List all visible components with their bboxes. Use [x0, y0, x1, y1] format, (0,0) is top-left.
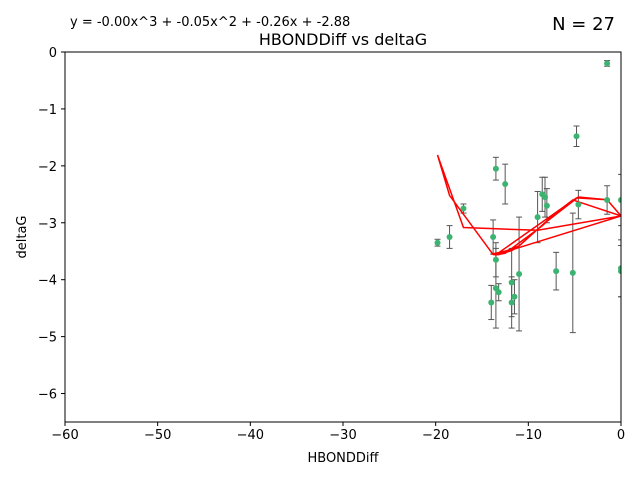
data-point [508, 279, 515, 286]
x-tick-label: −30 [329, 428, 356, 443]
x-tick-label: −60 [51, 428, 78, 443]
y-tick-label: −2 [38, 160, 57, 175]
data-point [460, 205, 467, 212]
axis-ticks: −60 −50 −40 −30 −20 −10 0 0 −1 −2 −3 −4 −5 −6 [38, 46, 625, 443]
data-point [490, 234, 497, 240]
plot-area [434, 60, 621, 334]
y-tick-label: −1 [38, 103, 57, 118]
y-tick-label: −6 [38, 388, 57, 403]
sample-count-label: N = 27 [552, 14, 615, 35]
data-point [434, 239, 441, 246]
x-axis-label: HBONDDiff [307, 451, 379, 466]
x-tick-label: −40 [237, 428, 264, 443]
data-point [488, 299, 495, 306]
x-tick-label: −50 [144, 428, 171, 443]
data-point [492, 256, 499, 263]
data-point [542, 194, 549, 201]
fit-curve [436, 154, 621, 256]
x-tick-label: 0 [617, 428, 625, 443]
data-point [516, 271, 523, 277]
data-point [573, 133, 580, 140]
x-tick-label: −20 [422, 428, 449, 443]
y-tick-label: −5 [38, 331, 57, 346]
data-point [508, 299, 515, 306]
data-point [604, 60, 611, 67]
data-point [534, 214, 541, 221]
data-point [618, 268, 621, 275]
y-tick-label: −4 [38, 274, 57, 289]
data-point [569, 269, 576, 276]
error-bar [618, 173, 621, 227]
data-point [502, 181, 509, 188]
y-tick-label: 0 [49, 46, 57, 61]
data-point [553, 268, 560, 275]
error-bar [618, 245, 621, 298]
y-axis-label: deltaG [15, 216, 30, 259]
y-tick-label: −3 [38, 217, 57, 232]
data-point [575, 201, 582, 208]
data-point [446, 234, 453, 240]
data-point [543, 202, 550, 209]
chart-title: HBONDDiff vs deltaG [259, 30, 427, 49]
data-point [604, 197, 611, 203]
data-point [495, 289, 502, 296]
data-point [618, 197, 621, 203]
fit-equation-label: y = -0.00x^3 + -0.05x^2 + -0.26x + -2.88 [70, 15, 350, 30]
data-point [492, 165, 499, 172]
data-point [511, 293, 518, 300]
x-tick-label: −10 [515, 428, 542, 443]
